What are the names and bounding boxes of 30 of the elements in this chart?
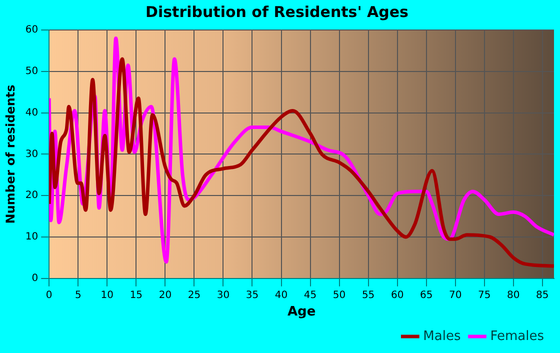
legend-label: Females: [490, 328, 544, 344]
x-tick-label: 65: [420, 290, 433, 301]
x-tick-label: 5: [74, 290, 82, 301]
y-tick-label: 50: [25, 66, 38, 77]
x-tick-label: 30: [216, 290, 230, 301]
x-tick-label: 80: [507, 290, 520, 301]
x-tick-label: 25: [188, 290, 201, 301]
y-tick-label: 0: [32, 272, 38, 284]
x-tick-label: 50: [332, 290, 346, 301]
legend-label: Males: [423, 328, 461, 344]
x-tick-label: 85: [536, 290, 549, 301]
x-tick-label: 45: [304, 290, 317, 301]
x-tick-label: 35: [246, 290, 259, 301]
chart-title: Distribution of Residents' Ages: [146, 2, 409, 21]
x-tick-label: 60: [390, 290, 404, 301]
x-tick-label: 20: [158, 290, 172, 301]
y-tick-label: 30: [25, 148, 38, 160]
y-tick-label: 40: [25, 107, 38, 118]
y-tick-label: 60: [25, 24, 38, 36]
y-tick-label: 20: [25, 190, 38, 202]
x-tick-label: 0: [46, 290, 52, 301]
x-tick-label: 10: [100, 290, 114, 301]
y-tick-label: 10: [25, 232, 38, 243]
x-tick-label: 75: [478, 290, 491, 301]
x-tick-label: 55: [362, 290, 375, 301]
x-tick-label: 40: [274, 290, 288, 301]
x-axis-title: Age: [287, 304, 316, 320]
x-tick-label: 70: [448, 290, 462, 301]
x-tick-label: 15: [130, 290, 143, 301]
y-axis-title: Number of residents: [3, 84, 18, 224]
